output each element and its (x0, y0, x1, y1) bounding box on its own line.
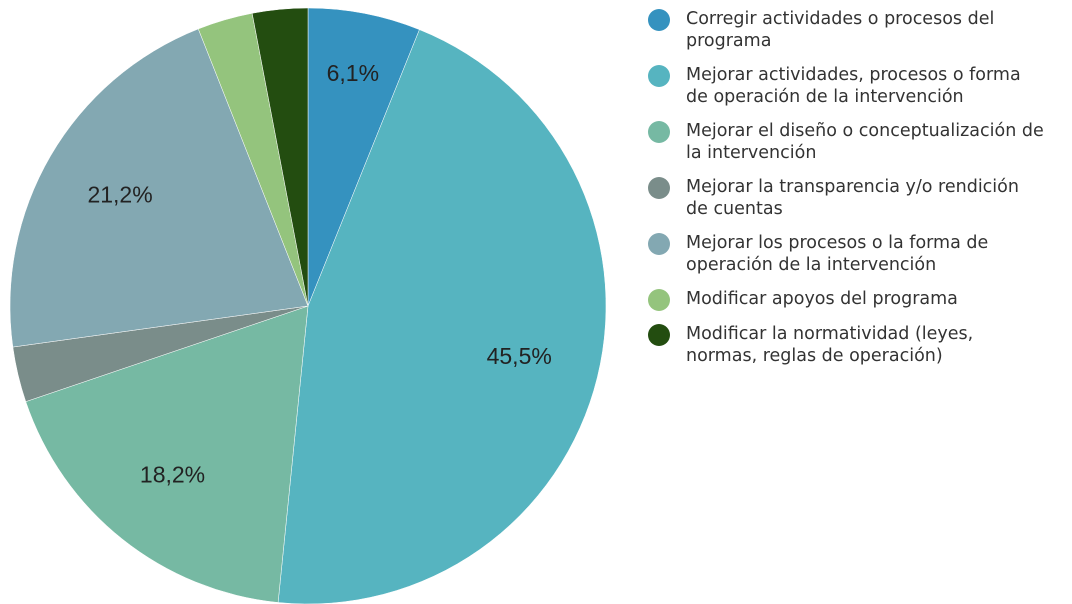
pie-slice (25, 305, 309, 603)
legend-item: Corregir actividades o procesos del prog… (648, 8, 1058, 52)
legend-item: Mejorar actividades, procesos o forma de… (648, 64, 1058, 108)
pie-slice (251, 7, 309, 307)
legend-swatch (648, 324, 670, 346)
legend-label: Mejorar los procesos o la forma de opera… (686, 233, 989, 275)
data-label: 6,1% (327, 60, 379, 86)
legend-swatch (648, 65, 670, 87)
legend-item: Mejorar la transparencia y/o rendición d… (648, 176, 1058, 220)
legend-item: Modificar apoyos del programa (648, 288, 1058, 311)
data-label: 21,2% (87, 182, 152, 208)
legend-item: Mejorar los procesos o la forma de opera… (648, 232, 1058, 276)
chart: 6,1% 45,5% 18,2% 21,2% (9, 7, 607, 604)
legend-item: Mejorar el diseño o conceptualización de… (648, 120, 1058, 164)
legend-label: Mejorar el diseño o conceptualización de… (686, 121, 1044, 163)
legend-label: Mejorar la transparencia y/o rendición d… (686, 177, 1019, 219)
legend-swatch (648, 289, 670, 311)
legend-swatch (648, 177, 670, 199)
legend-label: Corregir actividades o procesos del prog… (686, 9, 995, 51)
data-label: 18,2% (140, 461, 205, 487)
legend: Corregir actividades o procesos del prog… (648, 8, 1058, 379)
legend-swatch (648, 233, 670, 255)
data-label: 45,5% (487, 343, 552, 369)
pie-slice (277, 29, 607, 604)
legend-swatch (648, 9, 670, 31)
legend-label: Modificar apoyos del programa (686, 289, 958, 309)
legend-item: Modificar la normatividad (leyes, normas… (648, 323, 1058, 367)
legend-label: Modificar la normatividad (leyes, normas… (686, 324, 974, 366)
legend-label: Mejorar actividades, procesos o forma de… (686, 65, 1021, 107)
pie-slice (9, 28, 309, 348)
legend-swatch (648, 121, 670, 143)
